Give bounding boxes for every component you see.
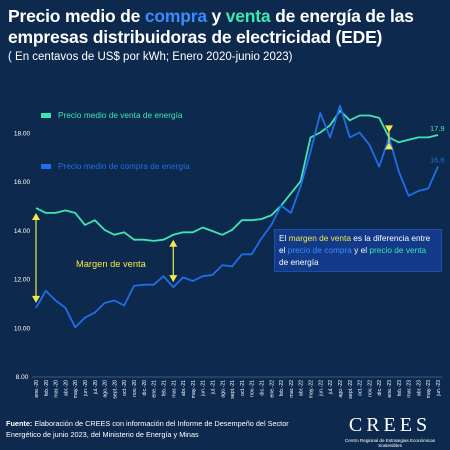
x-tick-label: may.-20 <box>73 380 79 398</box>
compra-end-label: 16.6 <box>430 156 445 165</box>
margin-arrow-head-down <box>32 295 40 303</box>
x-tick-label: sept.-20 <box>112 380 118 399</box>
x-tick-label: mar.-22 <box>289 380 295 398</box>
x-tick-label: abr.-23 <box>416 380 422 396</box>
title-part2: y <box>206 6 226 26</box>
title-compra-word: compra <box>144 6 207 26</box>
x-tick-label: jun.-23 <box>436 380 442 397</box>
y-tick-label: 12.00 <box>14 277 31 284</box>
source-prefix: Fuente: <box>6 419 33 428</box>
x-tick-label: feb.-21 <box>161 380 167 396</box>
x-tick-label: ago.-21 <box>220 380 226 398</box>
note-part2: es la diferencia entre el <box>279 233 431 255</box>
x-tick-label: may.-23 <box>426 380 432 398</box>
source-text: Elaboración de CREES con información del… <box>6 419 289 439</box>
x-tick-label: jul.-20 <box>93 380 99 395</box>
note-part4: de energía <box>279 257 319 267</box>
chart-title: Precio medio de compra y venta de energí… <box>8 6 444 48</box>
y-tick-label: 10.00 <box>14 325 31 332</box>
title-venta-word: venta <box>225 6 271 26</box>
note-part1: El <box>279 233 289 243</box>
x-tick-label: ene.-21 <box>152 380 158 398</box>
source-note: Fuente: Elaboración de CREES con informa… <box>6 418 306 440</box>
x-tick-label: sept.-21 <box>230 380 236 399</box>
logo-wordmark: CREES <box>348 414 432 436</box>
crees-logo: CREES Centro Regional de Estrategias Eco… <box>336 414 444 448</box>
legend-swatch-compra <box>41 164 51 169</box>
margin-explanation-box: El margen de venta es la diferencia entr… <box>274 229 442 272</box>
x-tick-label: may.-22 <box>309 380 315 398</box>
note-part3: y el <box>351 245 370 255</box>
title-part1: Precio medio de <box>8 6 145 26</box>
legend-label-venta: Precio medio de venta de energía <box>58 110 183 120</box>
x-tick-label: oct.-21 <box>240 380 246 396</box>
x-tick-label: abr.-20 <box>63 380 69 396</box>
x-tick-label: jun.-20 <box>83 380 89 397</box>
x-tick-label: may.-21 <box>191 380 197 398</box>
x-tick-label: feb.-20 <box>44 380 50 396</box>
x-tick-label: ago.-20 <box>103 380 109 398</box>
x-tick-label: abr.-21 <box>181 380 187 396</box>
x-tick-label: ene.-22 <box>269 380 275 398</box>
x-tick-label: mar.-21 <box>171 380 177 398</box>
chart-subtitle: ( En centavos de US$ por kWh; Enero 2020… <box>8 51 293 63</box>
legend-label-compra: Precio medio de compra de energía <box>58 161 190 171</box>
margin-arrow-head-up <box>169 239 178 247</box>
margin-arrow-head-down <box>384 125 393 133</box>
logo-tagline: Centro Regional de Estrategias Económica… <box>344 438 436 448</box>
x-tick-label: feb.-22 <box>279 380 285 396</box>
x-tick-label: jun.-21 <box>201 380 207 397</box>
x-tick-label: dic.-20 <box>142 380 148 396</box>
x-tick-label: mar.-23 <box>407 380 413 398</box>
margin-arrow-head-up <box>32 213 40 220</box>
x-tick-label: nov.-21 <box>250 380 256 397</box>
x-tick-label: oct.-22 <box>358 380 364 396</box>
x-tick-label: oct.-20 <box>122 380 128 396</box>
line-chart: 8.00 10.00 12.00 14.00 16.00 18.00 ene.-20 feb.… <box>14 104 445 399</box>
note-margin-term: margen de venta <box>288 233 351 243</box>
y-tick-label: 8.00 <box>16 374 29 381</box>
x-tick-label: mar.-20 <box>54 380 60 398</box>
x-tick-label: jul.-22 <box>328 380 334 395</box>
x-tick-label: dic.-22 <box>377 380 383 396</box>
compra-line <box>35 104 439 329</box>
x-tick-label: ago.-22 <box>338 380 344 398</box>
x-tick-label: sept.-22 <box>348 380 354 399</box>
note-venta-term: precio de venta <box>369 245 427 255</box>
x-tick-label: feb.-23 <box>397 380 403 396</box>
margin-label: Margen de venta <box>76 259 147 269</box>
venta-end-label: 17.9 <box>430 124 445 133</box>
venta-line <box>35 109 439 242</box>
x-tick-label: ene.-23 <box>387 380 393 398</box>
y-tick-label: 16.00 <box>14 179 31 186</box>
x-tick-label: dic.-21 <box>260 380 266 396</box>
x-tick-label: jul.-21 <box>210 380 216 395</box>
y-tick-label: 18.00 <box>14 131 31 138</box>
x-tick-label: nov.-20 <box>132 380 138 397</box>
legend-swatch-venta <box>41 113 51 118</box>
title-part3: de energía de las empresas distribuidora… <box>8 6 414 47</box>
y-tick-label: 14.00 <box>14 228 31 235</box>
x-tick-label: abr.-22 <box>299 380 305 396</box>
x-tick-label: ene.-20 <box>34 380 40 398</box>
x-tick-label: jun.-22 <box>318 380 324 397</box>
note-compra-term: precio de compra <box>287 245 352 255</box>
x-tick-label: nov.-22 <box>367 380 373 397</box>
margin-arrow-head-up <box>384 142 393 150</box>
margin-arrow-head-down <box>169 275 178 283</box>
